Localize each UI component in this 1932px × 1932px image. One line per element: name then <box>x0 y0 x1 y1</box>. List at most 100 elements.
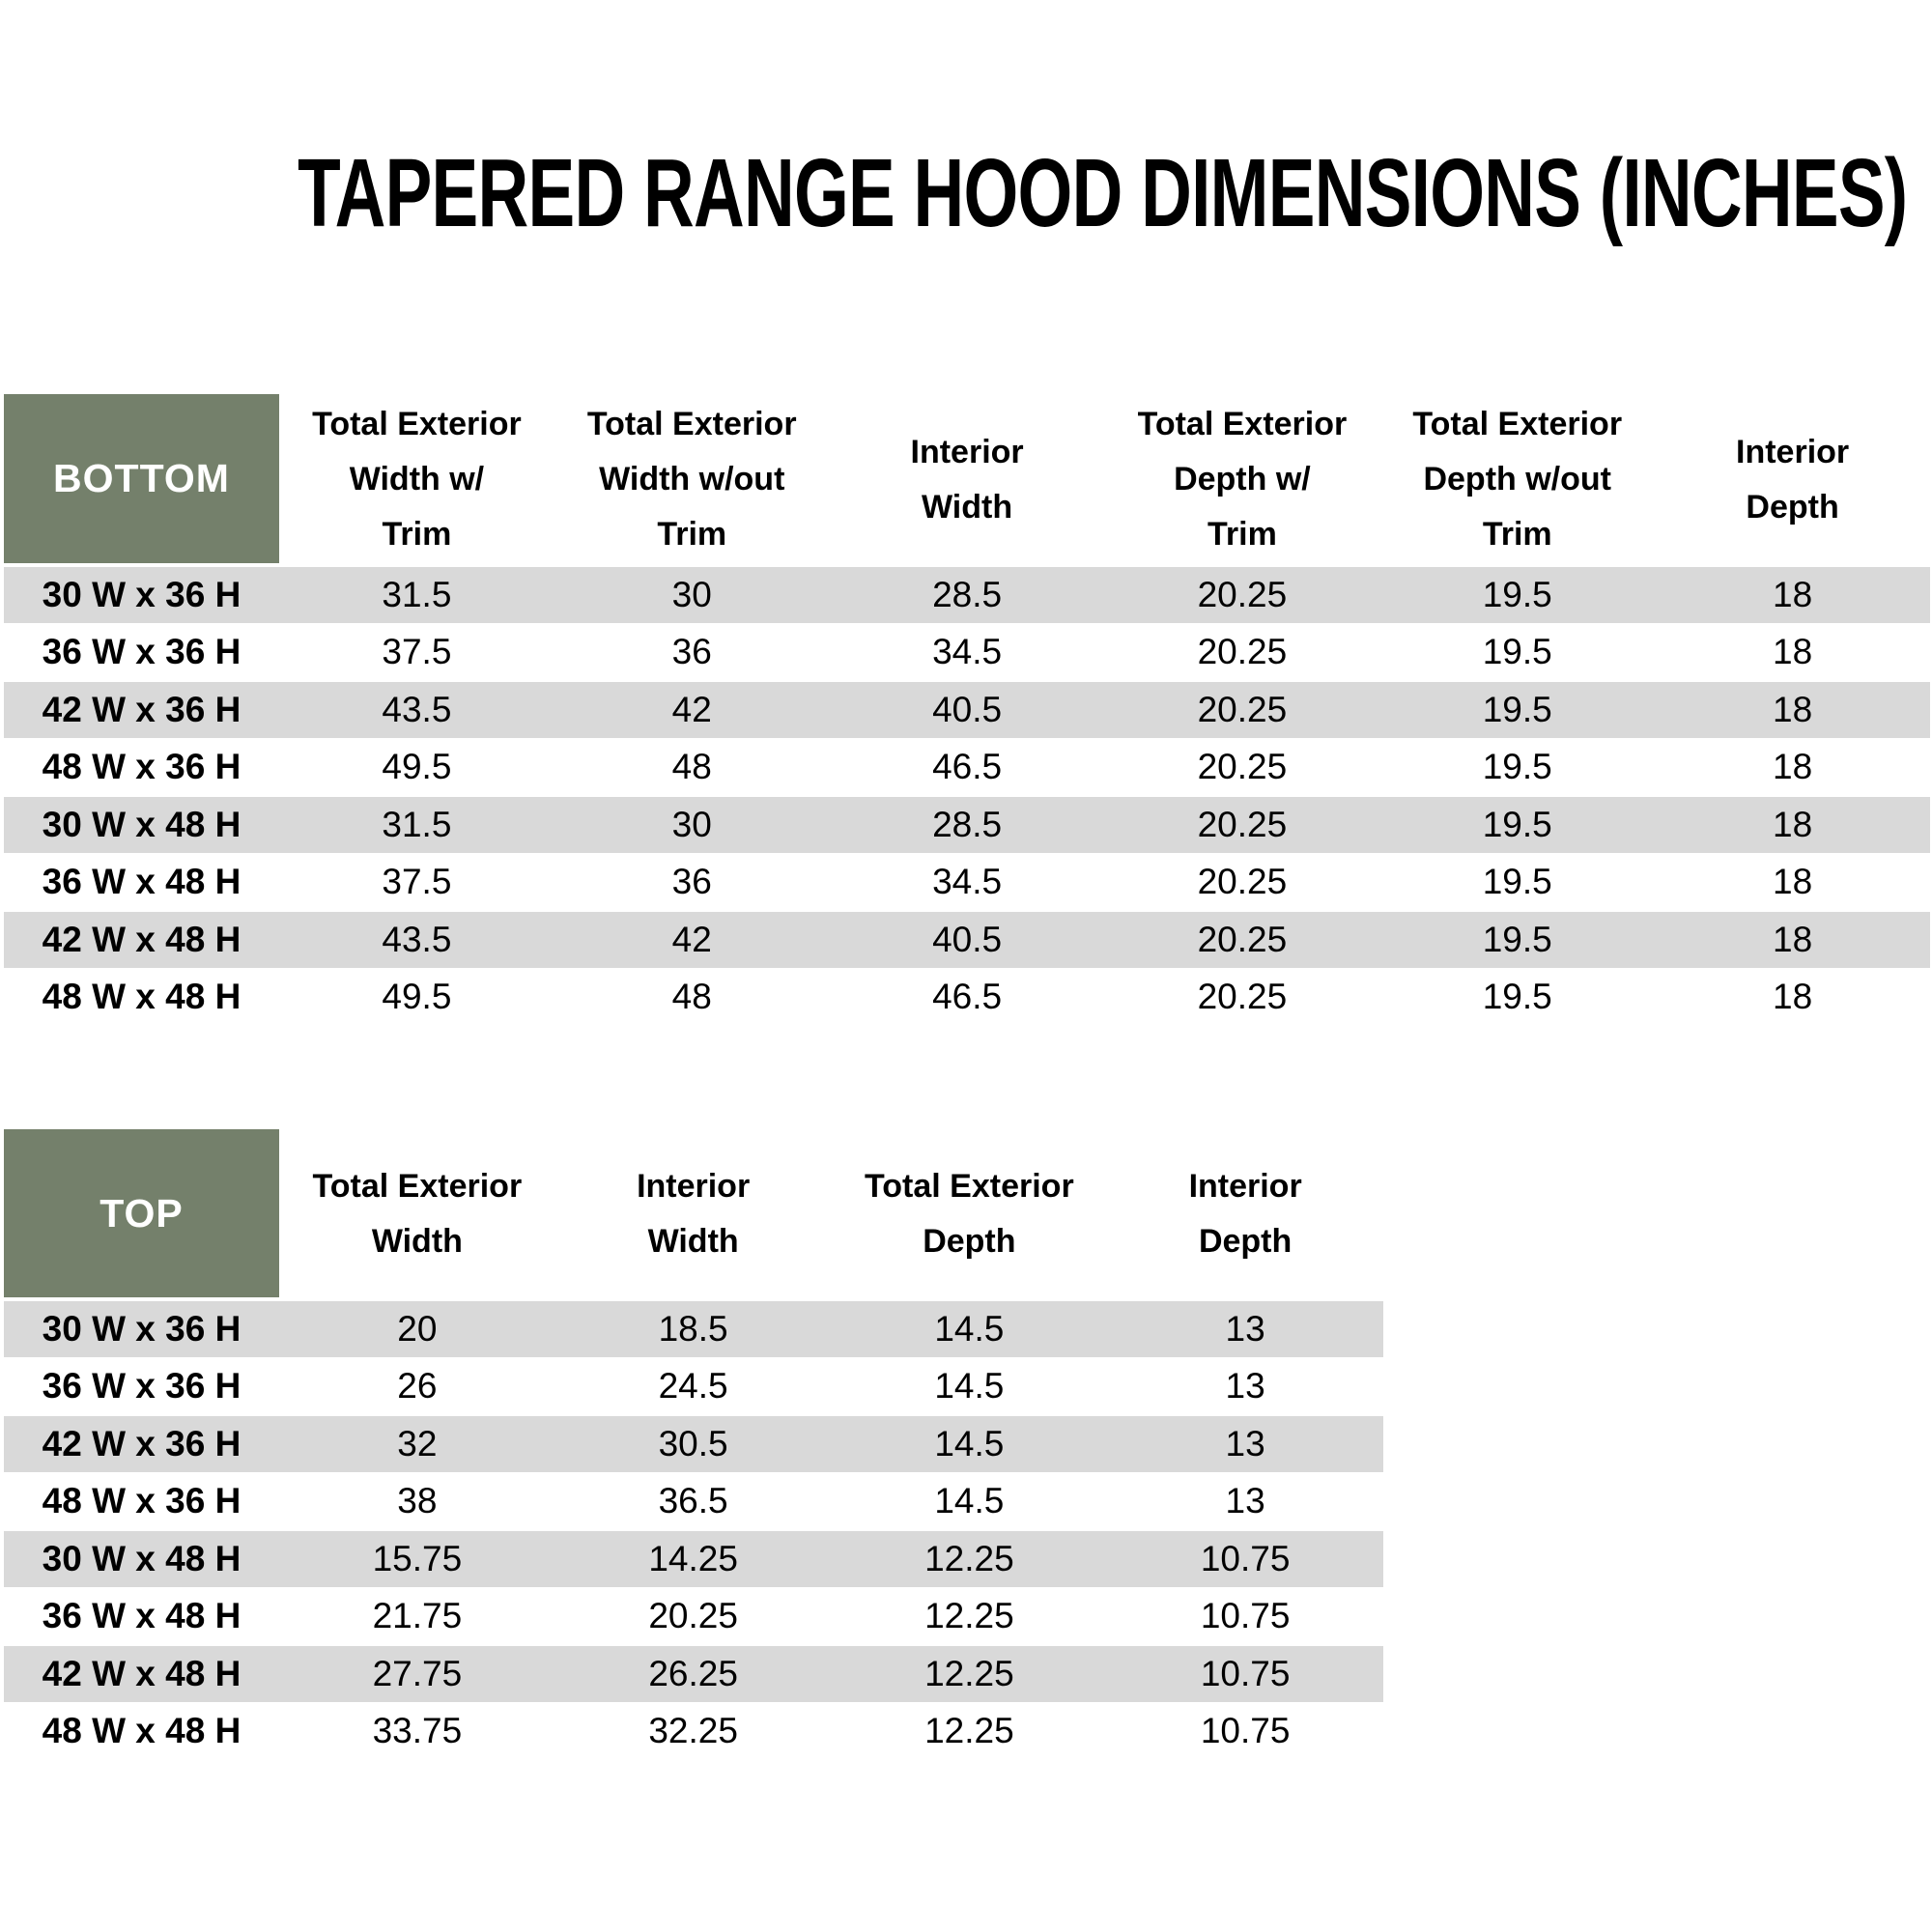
value-cell: 26 <box>279 1356 555 1414</box>
page-title-text: TAPERED RANGE HOOD DIMENSIONS (INCHES) <box>298 139 1908 247</box>
value-cell: 38 <box>279 1471 555 1529</box>
value-cell: 18 <box>1655 737 1930 795</box>
top-dimensions-table: TOP Total Exterior Width Interior Width Tot… <box>4 1129 1383 1759</box>
value-cell: 32.25 <box>554 1701 832 1759</box>
value-cell: 20.25 <box>1104 852 1380 910</box>
column-header: Total Exterior Depth w/ Trim <box>1104 394 1380 565</box>
value-cell: 13 <box>1107 1356 1383 1414</box>
value-cell: 20.25 <box>554 1586 832 1644</box>
value-cell: 18.5 <box>554 1299 832 1357</box>
value-cell: 19.5 <box>1379 967 1656 1025</box>
row-label: 30 W x 36 H <box>4 565 279 623</box>
column-header: Total Exterior Width <box>279 1129 555 1299</box>
value-cell: 19.5 <box>1379 737 1656 795</box>
value-cell: 10.75 <box>1107 1644 1383 1702</box>
row-label: 48 W x 48 H <box>4 1701 279 1759</box>
value-cell: 34.5 <box>829 852 1105 910</box>
value-cell: 31.5 <box>279 795 554 853</box>
column-header: Interior Width <box>829 394 1105 565</box>
value-cell: 37.5 <box>279 852 554 910</box>
value-cell: 18 <box>1655 795 1930 853</box>
value-cell: 40.5 <box>829 910 1105 968</box>
value-cell: 19.5 <box>1379 852 1656 910</box>
value-cell: 49.5 <box>279 967 554 1025</box>
value-cell: 15.75 <box>279 1529 555 1587</box>
value-cell: 13 <box>1107 1414 1383 1472</box>
value-cell: 12.25 <box>831 1586 1108 1644</box>
row-label: 30 W x 48 H <box>4 795 279 853</box>
column-header: Interior Depth <box>1107 1129 1383 1299</box>
value-cell: 10.75 <box>1107 1701 1383 1759</box>
value-cell: 13 <box>1107 1299 1383 1357</box>
row-label: 30 W x 36 H <box>4 1299 279 1357</box>
value-cell: 42 <box>554 910 830 968</box>
value-cell: 19.5 <box>1379 795 1656 853</box>
value-cell: 20 <box>279 1299 555 1357</box>
value-cell: 20.25 <box>1104 795 1380 853</box>
value-cell: 36 <box>554 852 830 910</box>
value-cell: 20.25 <box>1104 967 1380 1025</box>
corner-label: TOP <box>4 1129 279 1299</box>
value-cell: 12.25 <box>831 1529 1108 1587</box>
value-cell: 14.5 <box>831 1471 1108 1529</box>
row-label: 48 W x 48 H <box>4 967 279 1025</box>
value-cell: 46.5 <box>829 967 1105 1025</box>
value-cell: 43.5 <box>279 910 554 968</box>
value-cell: 24.5 <box>554 1356 832 1414</box>
column-header: Total Exterior Depth w/out Trim <box>1379 394 1656 565</box>
value-cell: 10.75 <box>1107 1529 1383 1587</box>
row-label: 42 W x 48 H <box>4 910 279 968</box>
value-cell: 20.25 <box>1104 737 1380 795</box>
value-cell: 18 <box>1655 565 1930 623</box>
bottom-dimensions-table: BOTTOM Total Exterior Width w/ Trim Total … <box>4 394 1930 1025</box>
value-cell: 42 <box>554 680 830 738</box>
value-cell: 31.5 <box>279 565 554 623</box>
value-cell: 43.5 <box>279 680 554 738</box>
value-cell: 14.25 <box>554 1529 832 1587</box>
corner-label: BOTTOM <box>4 394 279 565</box>
value-cell: 27.75 <box>279 1644 555 1702</box>
value-cell: 14.5 <box>831 1299 1108 1357</box>
value-cell: 36.5 <box>554 1471 832 1529</box>
value-cell: 48 <box>554 737 830 795</box>
row-label: 42 W x 36 H <box>4 680 279 738</box>
value-cell: 48 <box>554 967 830 1025</box>
row-label: 36 W x 36 H <box>4 1356 279 1414</box>
value-cell: 21.75 <box>279 1586 555 1644</box>
value-cell: 36 <box>554 622 830 680</box>
value-cell: 18 <box>1655 910 1930 968</box>
column-header: Total Exterior Width w/ Trim <box>279 394 554 565</box>
value-cell: 14.5 <box>831 1414 1108 1472</box>
row-label: 42 W x 48 H <box>4 1644 279 1702</box>
value-cell: 20.25 <box>1104 910 1380 968</box>
value-cell: 20.25 <box>1104 622 1380 680</box>
value-cell: 49.5 <box>279 737 554 795</box>
column-header: Interior Depth <box>1655 394 1930 565</box>
row-label: 48 W x 36 H <box>4 737 279 795</box>
value-cell: 26.25 <box>554 1644 832 1702</box>
row-label: 36 W x 36 H <box>4 622 279 680</box>
value-cell: 20.25 <box>1104 565 1380 623</box>
value-cell: 33.75 <box>279 1701 555 1759</box>
value-cell: 19.5 <box>1379 622 1656 680</box>
value-cell: 10.75 <box>1107 1586 1383 1644</box>
row-label: 36 W x 48 H <box>4 852 279 910</box>
value-cell: 28.5 <box>829 795 1105 853</box>
value-cell: 30 <box>554 795 830 853</box>
value-cell: 12.25 <box>831 1701 1108 1759</box>
value-cell: 18 <box>1655 967 1930 1025</box>
value-cell: 18 <box>1655 622 1930 680</box>
value-cell: 19.5 <box>1379 680 1656 738</box>
row-label: 42 W x 36 H <box>4 1414 279 1472</box>
row-label: 36 W x 48 H <box>4 1586 279 1644</box>
value-cell: 12.25 <box>831 1644 1108 1702</box>
row-label: 48 W x 36 H <box>4 1471 279 1529</box>
value-cell: 30 <box>554 565 830 623</box>
row-label: 30 W x 48 H <box>4 1529 279 1587</box>
value-cell: 19.5 <box>1379 910 1656 968</box>
column-header: Total Exterior Width w/out Trim <box>554 394 830 565</box>
value-cell: 30.5 <box>554 1414 832 1472</box>
value-cell: 14.5 <box>831 1356 1108 1414</box>
value-cell: 28.5 <box>829 565 1105 623</box>
